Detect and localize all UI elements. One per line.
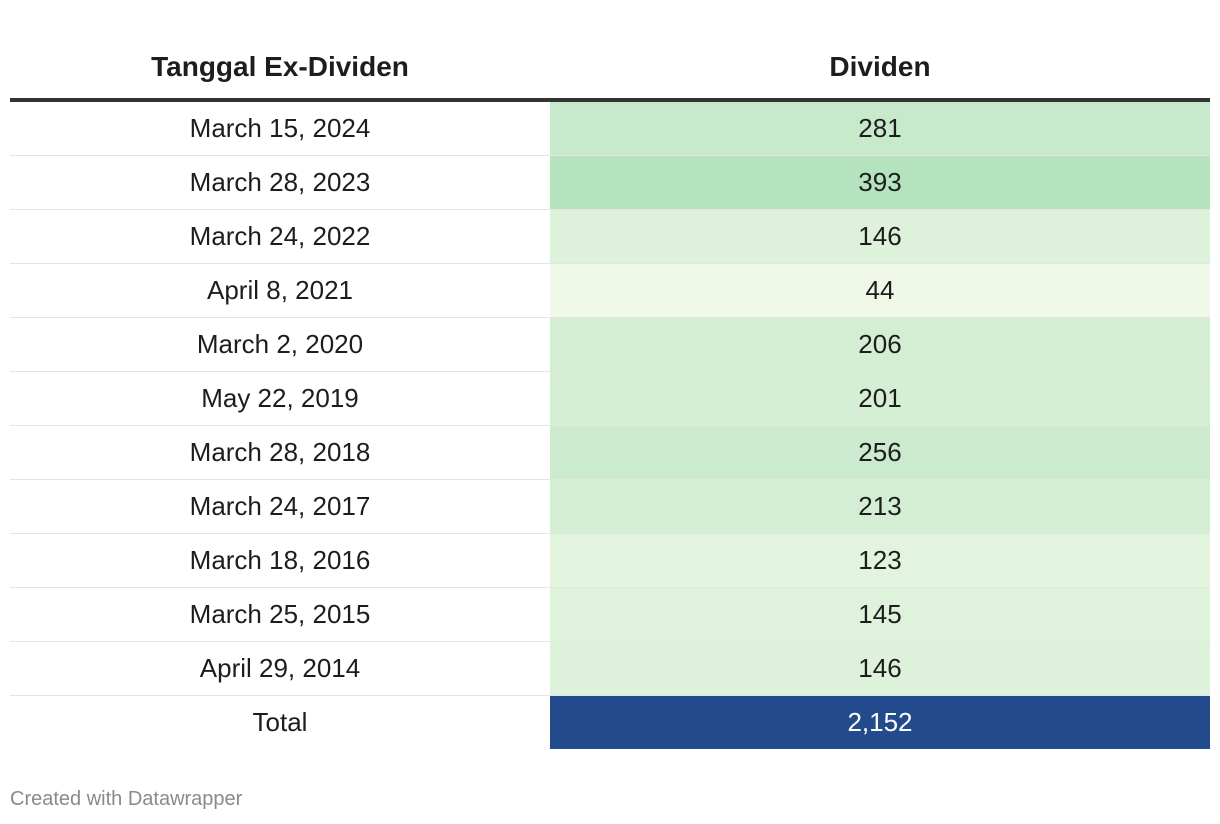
cell-dividend-value: 146 [550,209,1210,264]
cell-ex-dividend-date: March 15, 2024 [10,100,550,156]
cell-ex-dividend-date: March 2, 2020 [10,317,550,372]
cell-dividend-value: 206 [550,317,1210,372]
cell-ex-dividend-date: May 22, 2019 [10,371,550,426]
table-total-row: Total 2,152 [10,695,1210,749]
table-row: March 28, 2018 256 [10,425,1210,480]
table-row: March 15, 2024 281 [10,100,1210,156]
cell-dividend-value: 393 [550,155,1210,210]
cell-dividend-value: 281 [550,100,1210,156]
table-body: March 15, 2024 281 March 28, 2023 393 March … [10,100,1210,749]
cell-ex-dividend-date: March 18, 2016 [10,533,550,588]
table-row: March 28, 2023 393 [10,155,1210,210]
cell-ex-dividend-date: April 29, 2014 [10,641,550,696]
column-header-dividend: Dividen [550,36,1210,102]
cell-dividend-value: 44 [550,263,1210,318]
cell-ex-dividend-date: March 24, 2022 [10,209,550,264]
cell-dividend-value: 256 [550,425,1210,480]
cell-dividend-value: 145 [550,587,1210,642]
cell-dividend-value: 146 [550,641,1210,696]
cell-ex-dividend-date: April 8, 2021 [10,263,550,318]
table-row: March 18, 2016 123 [10,533,1210,588]
datawrapper-credit: Created with Datawrapper [10,788,243,810]
cell-dividend-value: 213 [550,479,1210,534]
table-row: April 8, 2021 44 [10,263,1210,318]
cell-ex-dividend-date: March 28, 2023 [10,155,550,210]
table-header-row: Tanggal Ex-Dividen Dividen [10,36,1210,102]
table-row: May 22, 2019 201 [10,371,1210,426]
cell-ex-dividend-date: March 28, 2018 [10,425,550,480]
cell-ex-dividend-date: March 25, 2015 [10,587,550,642]
table-row: March 25, 2015 145 [10,587,1210,642]
table-row: April 29, 2014 146 [10,641,1210,696]
dividend-table: Tanggal Ex-Dividen Dividen March 15, 202… [10,36,1210,749]
cell-dividend-value: 201 [550,371,1210,426]
table-row: March 24, 2017 213 [10,479,1210,534]
cell-ex-dividend-date: March 24, 2017 [10,479,550,534]
column-header-date: Tanggal Ex-Dividen [10,36,550,102]
cell-dividend-value: 123 [550,533,1210,588]
table-row: March 24, 2022 146 [10,209,1210,264]
total-label: Total [252,707,308,737]
total-value: 2,152 [550,695,1210,749]
table-row: March 2, 2020 206 [10,317,1210,372]
